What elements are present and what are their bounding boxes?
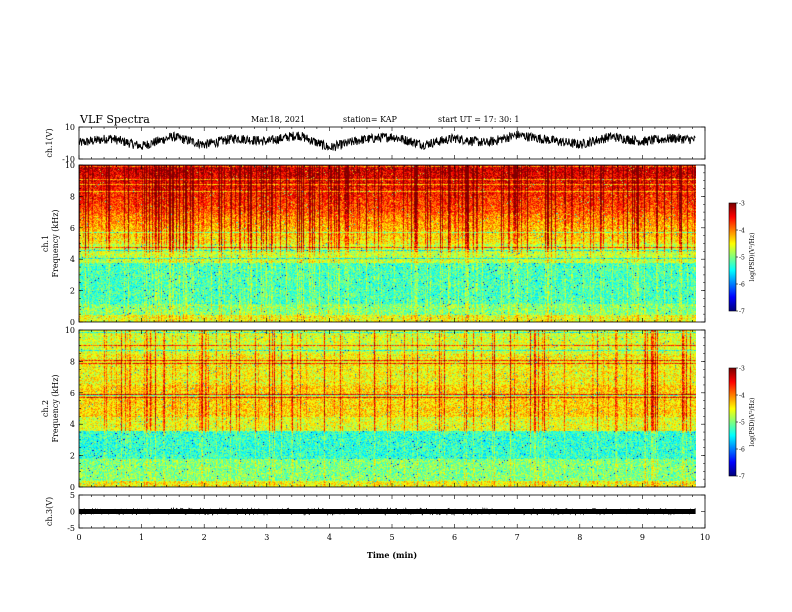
ch2-spectrogram-ylabel: Frequency (kHz): [51, 374, 60, 442]
ch2-spectrogram-colorbar-tick-label: -4: [739, 393, 745, 400]
ch3-waveform-ytick-label: 0: [70, 508, 75, 517]
ch3-waveform-xtick-label: 6: [452, 533, 457, 542]
x-axis-label: Time (min): [367, 550, 417, 560]
ch1-spectrogram-colorbar-tick-label: -3: [739, 201, 745, 208]
ch2-spectrogram-colorbar-tick-label: -7: [739, 474, 745, 481]
ch2-spectrogram-ytick-label: 0: [70, 483, 75, 492]
ch1-spectrogram-colorbar-tick-label: -4: [739, 228, 745, 235]
ch3-waveform-xtick-label: 5: [389, 533, 394, 542]
ch3-waveform-xtick-label: 1: [139, 533, 144, 542]
ch2-spectrogram-ytick-label: 8: [70, 357, 75, 366]
ch2-spectrogram-colorbar-tick-label: -6: [739, 447, 745, 454]
ch1-spectrogram-colorbar-tick-label: -7: [739, 309, 745, 316]
ch3-waveform-xtick-label: 0: [76, 533, 81, 542]
ch1-spectrogram-ytick-label: 8: [70, 192, 75, 201]
ch1-waveform-ytick-label: 10: [65, 123, 75, 132]
ch2-spectrogram-colorbar-tick-label: -5: [739, 420, 745, 427]
ch3-waveform-line: [78, 506, 696, 517]
ch3-waveform-xtick-label: 8: [577, 533, 582, 542]
ch3-waveform-ytick-label: 5: [70, 491, 75, 500]
ch1-spectrogram-ytick-label: 4: [70, 255, 75, 264]
ch3-waveform-band: [79, 509, 696, 514]
ch3-waveform-ylabel: ch.3(V): [45, 497, 54, 526]
ch3-waveform-xtick-label: 3: [264, 533, 269, 542]
ch1-spectrogram-colorbar-tick-label: -6: [739, 282, 745, 289]
ch2-spectrogram-ytick-label: 2: [70, 452, 75, 461]
ch1-spectrogram-ylabel: Frequency (kHz): [51, 209, 60, 277]
ch2-spectrogram-colorbar-tick-label: -3: [739, 366, 745, 373]
ch2-spectrogram-ytick-label: 10: [65, 326, 75, 335]
ch1-waveform-frame: [78, 126, 706, 160]
ch1-waveform-line: [78, 130, 696, 152]
ch2-spectrogram-ytick-label: 6: [70, 389, 75, 398]
ch1-spectrogram-colorbar: [729, 203, 736, 311]
ch1-spectrogram-ytick-label: 0: [70, 318, 75, 327]
ch3-waveform-ytick-label: -5: [67, 524, 75, 533]
ch2-channel-label: ch.2: [41, 400, 50, 417]
ch2-spectrogram-ytick-label: 4: [70, 420, 75, 429]
ch1-waveform-ylabel: ch.1(V): [45, 128, 54, 157]
ch3-waveform-xtick-label: 2: [202, 533, 207, 542]
figure-title: VLF Spectra: [80, 113, 150, 126]
ch2-spectrogram-colorbar-label: log(PSD)(V²/Hz): [749, 398, 756, 447]
ch2-spectrogram-colorbar: [729, 368, 736, 476]
ch3-waveform-xtick-label: 10: [700, 533, 710, 542]
ch1-spectrogram-ytick-label: 10: [65, 161, 75, 170]
ch1-spectrogram-ytick-label: 6: [70, 224, 75, 233]
ch1-spectrogram-colorbar-label: log(PSD)(V²/Hz): [749, 233, 756, 282]
station-label: station= KAP: [343, 115, 397, 124]
ch3-waveform-xtick-label: 7: [515, 533, 520, 542]
start-time-label: start UT = 17: 30: 1: [438, 115, 520, 124]
ch1-waveform-ytick-label: -10: [62, 155, 75, 164]
ch3-waveform-xtick-label: 4: [327, 533, 332, 542]
ch2-spectrogram-image: [79, 330, 696, 487]
ch1-spectrogram-ytick-label: 2: [70, 287, 75, 296]
date-label: Mar.18, 2021: [251, 115, 306, 124]
ch1-spectrogram-image: [79, 165, 696, 322]
ch1-spectrogram-colorbar-tick-label: -5: [739, 255, 745, 262]
ch3-waveform-xtick-label: 9: [640, 533, 645, 542]
ch1-channel-label: ch.1: [41, 235, 50, 252]
